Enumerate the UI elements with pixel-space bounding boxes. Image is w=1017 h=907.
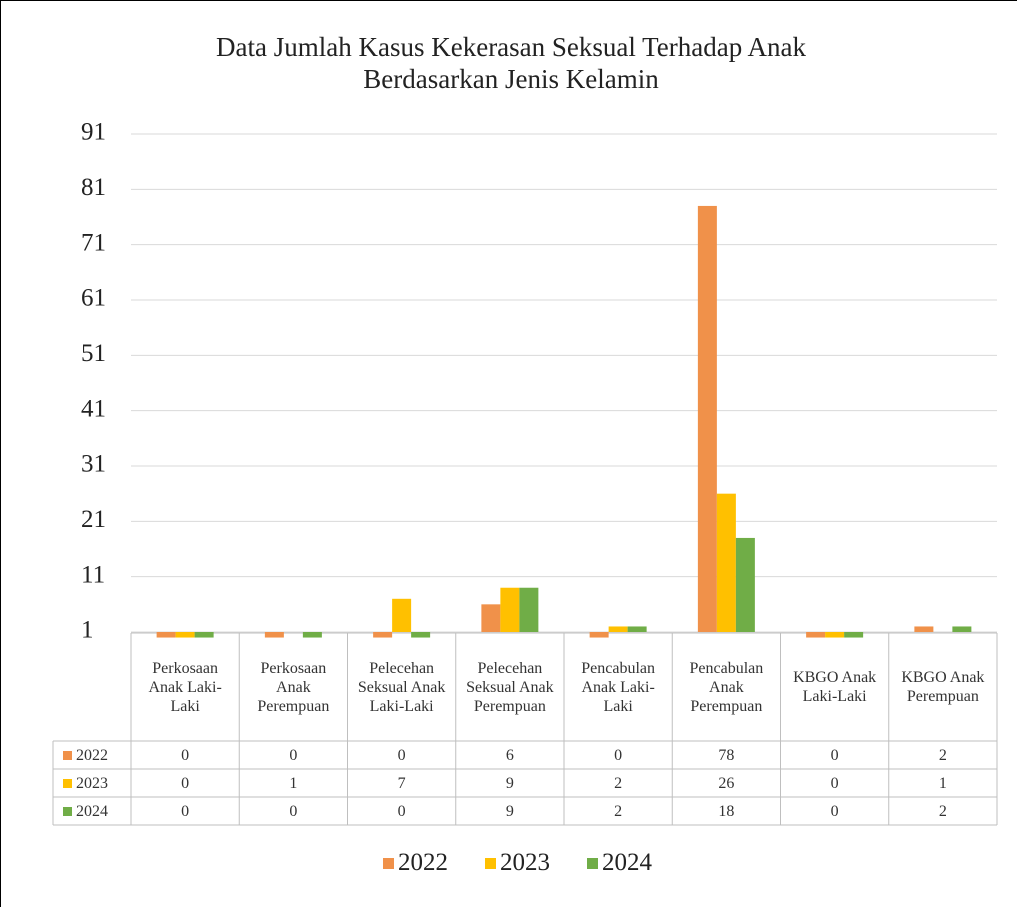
x-tick-label: Pelecehan Seksual Anak Perempuan: [466, 659, 554, 715]
table-value: 18: [718, 802, 735, 820]
row-label: 2023: [76, 774, 108, 792]
legend-item: 2024: [587, 849, 652, 877]
table-value: 78: [718, 746, 735, 764]
y-tick-label: 11: [81, 561, 105, 588]
table-row-label: 2024: [53, 797, 131, 825]
table-row-label: 2022: [53, 741, 131, 769]
table-value: 0: [830, 746, 839, 764]
bar: [481, 604, 501, 632]
legend-swatch: [383, 857, 394, 869]
y-tick-label: 71: [81, 229, 106, 256]
chart-title: Data Jumlah Kasus Kekerasan Seksual Terh…: [216, 32, 806, 94]
row-label: 2024: [76, 802, 108, 820]
row-label: 2023: [500, 849, 550, 876]
table-value: 0: [181, 746, 190, 764]
y-tick-label: 91: [81, 119, 106, 146]
legend-swatch: [63, 806, 72, 816]
bar: [194, 632, 214, 638]
row-label: 2022: [398, 849, 448, 876]
bar: [373, 632, 393, 638]
bar: [608, 626, 628, 632]
legend-item: 2022: [383, 849, 448, 877]
bar: [519, 587, 539, 632]
legend-swatch: [63, 778, 72, 788]
bar: [264, 632, 284, 638]
table-value: 0: [181, 774, 190, 792]
x-tick-label: Pencabulan Anak Perempuan: [689, 659, 764, 715]
table-value: 0: [614, 746, 623, 764]
x-tick-label: KBGO Anak Laki-Laki: [793, 669, 877, 705]
bar: [697, 205, 717, 632]
bar: [627, 626, 647, 632]
y-tick-label: 81: [81, 174, 106, 201]
bar: [392, 598, 412, 632]
table-value: 2: [614, 774, 623, 792]
bar: [716, 493, 736, 632]
y-tick-label: 51: [81, 340, 106, 367]
bar: [735, 537, 755, 632]
table-value: 2: [614, 802, 623, 820]
bar: [302, 632, 322, 638]
table-value: 0: [830, 802, 839, 820]
x-tick-label: Pelecehan Seksual Anak Laki-Laki: [357, 659, 446, 715]
table-value: 1: [289, 774, 298, 792]
bar: [156, 632, 176, 638]
table-value: 2: [938, 746, 947, 764]
bar: [500, 587, 520, 632]
bar: [825, 632, 845, 638]
table-value: 9: [505, 774, 514, 792]
legend-item: 2023: [485, 849, 550, 877]
bar: [952, 626, 972, 632]
table-value: 2: [938, 802, 947, 820]
legend-swatch: [587, 857, 598, 869]
bar: [914, 626, 934, 632]
table-value: 0: [397, 746, 406, 764]
table-value: 9: [505, 802, 514, 820]
table-row-label: 2023: [53, 769, 131, 797]
y-tick-label: 1: [81, 617, 94, 644]
table-value: 0: [181, 802, 190, 820]
bar: [844, 632, 864, 638]
bar: [589, 632, 609, 638]
table-value: 1: [938, 774, 947, 792]
bar: [806, 632, 826, 638]
table-value: 6: [505, 746, 514, 764]
table-value: 0: [397, 802, 406, 820]
y-tick-label: 41: [81, 395, 106, 422]
bar: [175, 632, 195, 638]
legend-swatch: [485, 857, 496, 869]
x-tick-label: Pencabulan Anak Laki-Laki: [581, 659, 655, 715]
table-value: 0: [830, 774, 839, 792]
x-tick-label: KBGO Anak Perempuan: [901, 669, 985, 705]
table-value: 7: [397, 774, 406, 792]
table-value: 26: [718, 774, 735, 792]
table-value: 0: [289, 746, 298, 764]
row-label: 2024: [602, 849, 652, 876]
row-label: 2022: [76, 746, 108, 764]
y-tick-label: 21: [81, 506, 106, 533]
legend-swatch: [63, 750, 72, 760]
x-tick-label: Perkosaan Anak Laki-Laki: [148, 659, 222, 715]
bar: [411, 632, 431, 638]
y-tick-label: 31: [81, 451, 106, 478]
x-tick-label: Perkosaan Anak Perempuan: [257, 659, 330, 715]
table-value: 0: [289, 802, 298, 820]
y-tick-label: 61: [81, 285, 106, 312]
